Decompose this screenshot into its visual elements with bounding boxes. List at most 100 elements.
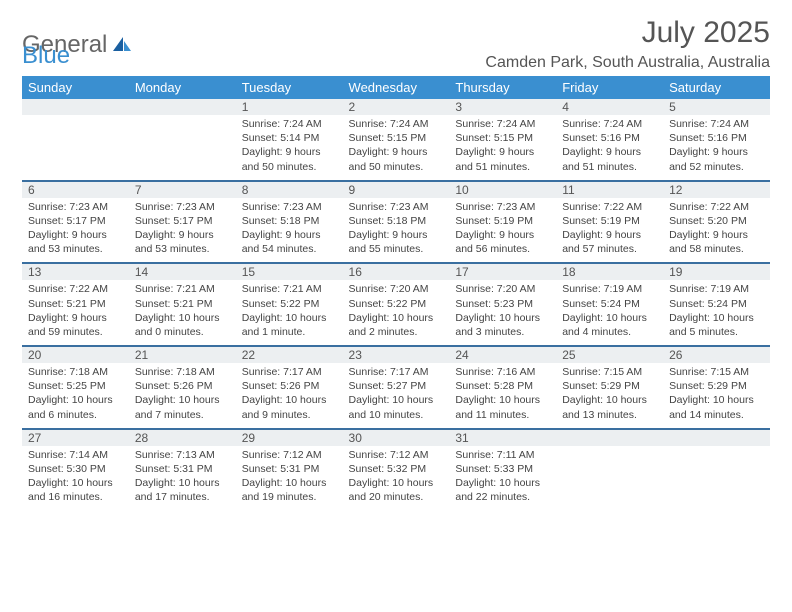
weekday-header: Sunday [22,76,129,99]
daylight-line: Daylight: 9 hours and 56 minutes. [455,229,534,255]
sunrise-line: Sunrise: 7:21 AM [135,283,215,295]
sunset-line: Sunset: 5:22 PM [349,298,427,310]
calendar-week-row: 13Sunrise: 7:22 AMSunset: 5:21 PMDayligh… [22,263,770,346]
daylight-line: Daylight: 10 hours and 5 minutes. [669,312,754,338]
day-number: 2 [343,99,450,115]
day-content: Sunrise: 7:22 AMSunset: 5:19 PMDaylight:… [556,198,663,263]
page-title: July 2025 [485,18,770,48]
day-content: Sunrise: 7:14 AMSunset: 5:30 PMDaylight:… [22,446,129,511]
day-content-empty [129,115,236,179]
day-content: Sunrise: 7:22 AMSunset: 5:21 PMDaylight:… [22,280,129,345]
day-content: Sunrise: 7:19 AM Sunset: 5:24 PM Daylight:… [663,280,770,345]
sunrise-line: Sunrise: 7:24 AM [455,118,535,130]
daylight-line: Daylight: 10 hours and 17 minutes. [135,477,220,503]
daylight-line: Daylight: 10 hours and 14 minutes. [669,394,754,420]
sunset-line: Sunset: 5:15 PM [455,132,533,144]
sunrise-line: Sunrise: 7:12 AM [242,449,322,461]
sunrise-line: Sunrise: 7:24 AM [242,118,322,130]
day-content: Sunrise: 7:13 AMSunset: 5:31 PMDaylight:… [129,446,236,511]
daylight-line: Daylight: 10 hours and 3 minutes. [455,312,540,338]
sunset-line: Sunset: 5:30 PM [28,463,106,475]
day-content-empty [663,446,770,510]
sunrise-line: Sunrise: 7:13 AM [135,449,215,461]
day-number: 22 [236,347,343,363]
calendar-cell: 21 Sunrise: 7:18 AM Sunset: 5:26 PM Dayligh… [129,346,236,429]
sunrise-line: Sunrise: 7:20 AM [455,283,535,295]
day-number: 21 [129,347,236,363]
day-content: Sunrise: 7:23 AMSunset: 5:17 PMDaylight:… [129,198,236,263]
calendar-cell: 13Sunrise: 7:22 AMSunset: 5:21 PMDayligh… [22,263,129,346]
sunset-line: Sunset: 5:20 PM [669,215,747,227]
sunrise-line: Sunrise: 7:18 AM [135,366,215,378]
day-number: 10 [449,182,556,198]
sunset-line: Sunset: 5:19 PM [562,215,640,227]
daylight-line: Daylight: 10 hours and 0 minutes. [135,312,220,338]
daylight-line: Daylight: 9 hours and 51 minutes. [562,146,641,172]
sail-icon [111,35,133,55]
sunrise-line: Sunrise: 7:15 AM [669,366,749,378]
calendar-cell [129,99,236,181]
day-number: 25 [556,347,663,363]
daylight-line: Daylight: 10 hours and 22 minutes. [455,477,540,503]
sunrise-line: Sunrise: 7:24 AM [349,118,429,130]
calendar-cell: 26Sunrise: 7:15 AMSunset: 5:29 PMDayligh… [663,346,770,429]
day-number-empty [556,430,663,446]
day-content: Sunrise: 7:22 AMSunset: 5:20 PMDaylight:… [663,198,770,263]
daylight-line: Daylight: 9 hours and 50 minutes. [349,146,428,172]
calendar-cell: 5Sunrise: 7:24 AMSunset: 5:16 PMDaylight… [663,99,770,181]
day-content: Sunrise: 7:16 AMSunset: 5:28 PMDaylight:… [449,363,556,428]
logo-word2: Blue [22,42,70,69]
day-number: 13 [22,264,129,280]
day-number: 23 [343,347,450,363]
sunrise-line: Sunrise: 7:22 AM [669,201,749,213]
sunrise-line: Sunrise: 7:23 AM [242,201,322,213]
daylight-line: Daylight: 9 hours and 54 minutes. [242,229,321,255]
day-content-empty [22,115,129,179]
calendar-cell: 7Sunrise: 7:23 AMSunset: 5:17 PMDaylight… [129,181,236,264]
calendar-cell: 15Sunrise: 7:21 AMSunset: 5:22 PMDayligh… [236,263,343,346]
day-content: Sunrise: 7:24 AMSunset: 5:16 PMDaylight:… [663,115,770,180]
day-number: 26 [663,347,770,363]
calendar-cell: 22Sunrise: 7:17 AMSunset: 5:26 PMDayligh… [236,346,343,429]
day-content: Sunrise: 7:17 AMSunset: 5:27 PMDaylight:… [343,363,450,428]
day-number: 28 [129,430,236,446]
day-content: Sunrise: 7:24 AMSunset: 5:15 PMDaylight:… [343,115,450,180]
calendar-cell: 28Sunrise: 7:13 AMSunset: 5:31 PMDayligh… [129,429,236,511]
day-number: 30 [343,430,450,446]
sunrise-line: Sunrise: 7:24 AM [562,118,642,130]
sunset-line: Sunset: 5:31 PM [242,463,320,475]
sunrise-line: Sunrise: 7:23 AM [28,201,108,213]
sunrise-line: Sunrise: 7:12 AM [349,449,429,461]
daylight-line: Daylight: 10 hours and 7 minutes. [135,394,220,420]
sunrise-line: Sunrise: 7:18 AM [28,366,108,378]
sunrise-line: Sunrise: 7:16 AM [455,366,535,378]
sunrise-line: Sunrise: 7:15 AM [562,366,642,378]
day-content: Sunrise: 7:24 AMSunset: 5:16 PMDaylight:… [556,115,663,180]
sunset-line: Sunset: 5:33 PM [455,463,533,475]
sunset-line: Sunset: 5:26 PM [135,380,213,392]
weekday-header: Thursday [449,76,556,99]
day-number: 29 [236,430,343,446]
day-number: 8 [236,182,343,198]
daylight-line: Daylight: 9 hours and 57 minutes. [562,229,641,255]
daylight-line: Daylight: 10 hours and 13 minutes. [562,394,647,420]
sunset-line: Sunset: 5:32 PM [349,463,427,475]
day-content: Sunrise: 7:18 AMSunset: 5:25 PMDaylight:… [22,363,129,428]
calendar-page: General July 2025 Camden Park, South Aus… [0,0,792,520]
weekday-header: Tuesday [236,76,343,99]
sunset-line: Sunset: 5:24 PM [669,298,747,310]
sunset-line: Sunset: 5:16 PM [669,132,747,144]
calendar-cell: 20Sunrise: 7:18 AMSunset: 5:25 PMDayligh… [22,346,129,429]
day-number: 1 [236,99,343,115]
sunset-line: Sunset: 5:27 PM [349,380,427,392]
sunrise-line: Sunrise: 7:19 AM [669,283,749,295]
daylight-line: Daylight: 9 hours and 51 minutes. [455,146,534,172]
day-number: 5 [663,99,770,115]
calendar-cell: 1Sunrise: 7:24 AMSunset: 5:14 PMDaylight… [236,99,343,181]
calendar-week-row: 1Sunrise: 7:24 AMSunset: 5:14 PMDaylight… [22,99,770,181]
sunrise-line: Sunrise: 7:23 AM [135,201,215,213]
day-number: 20 [22,347,129,363]
daylight-line: Daylight: 10 hours and 4 minutes. [562,312,647,338]
day-number: 24 [449,347,556,363]
day-number: 4 [556,99,663,115]
